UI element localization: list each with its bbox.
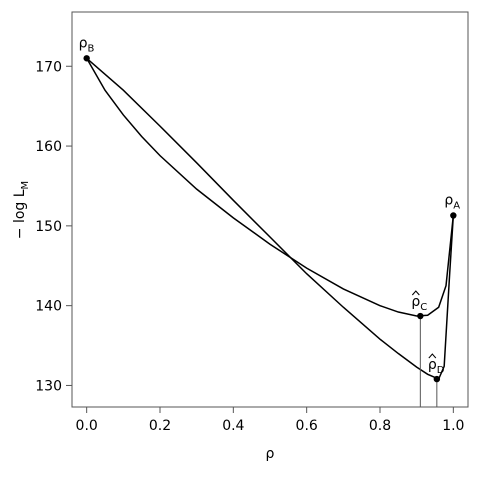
point-A: [450, 212, 457, 219]
point-label-sub-A: A: [453, 200, 460, 211]
point-C: [417, 312, 424, 320]
plot-frame: [71, 11, 469, 408]
y-tick-label: 140: [35, 299, 62, 315]
point-label-sub-C: C: [420, 302, 427, 313]
point-label-C: ρC: [411, 294, 427, 313]
hat-mark-D: [428, 353, 437, 359]
x-tick-label: 0.4: [222, 418, 244, 434]
point-label-sub-B: B: [88, 43, 95, 54]
y-tick-label: 170: [35, 59, 62, 75]
x-tick-label: 0.6: [296, 418, 318, 434]
x-axis-label: ρ: [266, 446, 275, 462]
y-axis-label: − log LM: [12, 181, 31, 239]
series-line-2: [86, 57, 455, 381]
point-label-main-D: ρ: [428, 357, 437, 373]
y-tick-label: 150: [35, 219, 62, 235]
series-line-1: [86, 57, 455, 317]
point-B: [83, 55, 90, 62]
x-axis-ticks: 0.0 0.2 0.4 0.6 0.8 1.0: [76, 407, 464, 434]
point-label-D: ρD: [428, 357, 445, 376]
hat-mark-C: [411, 290, 420, 296]
x-tick-label: 1.0: [442, 418, 464, 434]
y-axis-label-sub: M: [20, 181, 31, 190]
y-tick-label: 160: [35, 139, 62, 155]
x-tick-label: 0.0: [76, 418, 98, 434]
point-label-main-C: ρ: [411, 294, 420, 310]
x-tick-label: 0.2: [149, 418, 171, 434]
x-tick-label: 0.8: [369, 418, 391, 434]
point-label-main-B: ρ: [79, 35, 88, 51]
point-label-B: ρB: [79, 35, 95, 54]
droplines-layer: [419, 316, 438, 407]
point-D: [433, 375, 441, 383]
point-label-main-A: ρ: [444, 192, 453, 208]
y-axis-label-main: − log L: [12, 189, 28, 239]
point-label-A: ρA: [444, 192, 460, 211]
y-tick-label: 130: [35, 378, 62, 394]
y-axis-ticks: 130 140 150 160 170: [35, 59, 72, 394]
series-layer: [86, 57, 455, 381]
point-label-sub-D: D: [437, 365, 445, 376]
